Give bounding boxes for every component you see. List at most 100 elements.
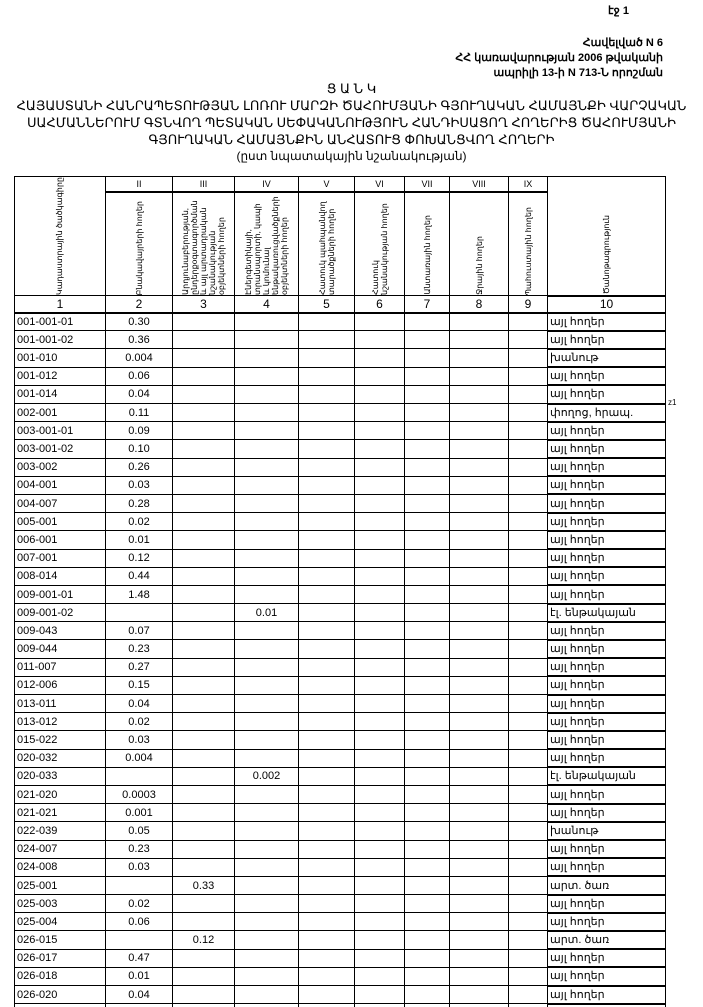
area-cell: 0.30 <box>105 312 173 332</box>
area-cell <box>172 966 235 987</box>
note-cell: այլ հողեր <box>547 912 666 932</box>
area-cell <box>172 748 235 768</box>
area-cell: 0.01 <box>234 603 299 623</box>
area-cell <box>105 766 173 786</box>
area-cell <box>508 439 548 459</box>
area-cell <box>449 657 509 677</box>
area-cell: 0.01 <box>105 966 173 987</box>
table-row: 015-022 0.03 այլ հողեր <box>14 730 666 751</box>
cadastral-code: 025-001 <box>14 875 106 896</box>
cadastral-code: 008-014 <box>14 566 106 586</box>
area-cell <box>354 766 405 786</box>
area-cell <box>354 639 405 659</box>
area-cell <box>298 366 355 386</box>
note-cell: այլ հողեր <box>547 675 666 696</box>
area-cell <box>508 421 548 441</box>
area-cell <box>172 584 235 605</box>
area-cell <box>172 312 235 332</box>
cadastral-code: 020-033 <box>14 766 106 786</box>
note-cell: այլ հողեր <box>547 366 666 387</box>
area-cell <box>404 748 450 768</box>
area-cell <box>449 421 509 441</box>
area-cell <box>172 457 235 477</box>
area-cell <box>354 712 405 732</box>
area-cell <box>449 948 509 968</box>
area-cell <box>172 948 235 968</box>
area-cell <box>234 403 299 423</box>
area-cell <box>449 566 509 586</box>
note-cell: էլ. ենթակայան <box>547 766 666 787</box>
area-cell <box>449 493 509 514</box>
area-cell <box>172 857 235 877</box>
table-row: 026-020 0.04 այլ հողեր <box>14 985 666 1005</box>
area-cell <box>449 330 509 350</box>
area-cell <box>354 603 405 623</box>
area-cell: 0.02 <box>105 712 173 732</box>
cadastral-code: 015-022 <box>14 730 106 750</box>
area-cell <box>298 748 355 768</box>
note-cell: այլ հողեր <box>547 712 666 732</box>
area-cell <box>404 439 450 459</box>
table-row: 025-003 0.02 այլ հողեր <box>14 894 666 914</box>
area-cell <box>508 930 548 950</box>
area-cell <box>354 421 405 441</box>
area-cell <box>354 784 405 805</box>
area-cell <box>508 857 548 877</box>
area-cell: 0.001 <box>105 803 173 823</box>
column-number: 4 <box>234 295 299 314</box>
area-cell <box>404 548 450 568</box>
area-cell: 0.12 <box>105 548 173 568</box>
table-row: 001-010 0.004 խանութ <box>14 348 666 369</box>
note-cell: այլ հողեր <box>547 784 666 805</box>
area-cell <box>172 766 235 786</box>
area-cell <box>354 530 405 550</box>
area-cell <box>298 730 355 750</box>
area-cell <box>449 748 509 768</box>
area-cell <box>508 548 548 568</box>
area-cell <box>404 730 450 750</box>
column-number: 2 <box>105 295 173 314</box>
header-text: Հատուկ նշանակության հողեր <box>370 203 389 296</box>
area-cell <box>508 784 548 805</box>
table-row: 009-043 0.07 այլ հողեր <box>14 621 666 641</box>
note-cell: այլ հողեր <box>547 530 666 551</box>
area-cell <box>404 421 450 441</box>
area-cell <box>354 966 405 987</box>
table-row: 020-033 0.002 էլ. ենթակայան <box>14 766 666 787</box>
area-cell <box>404 875 450 896</box>
area-cell <box>234 639 299 659</box>
area-cell <box>449 930 509 950</box>
area-cell <box>449 512 509 532</box>
area-cell <box>449 857 509 877</box>
area-cell <box>172 621 235 641</box>
note-cell: այլ հողեր <box>547 421 666 441</box>
area-cell: 0.04 <box>105 384 173 405</box>
area-cell <box>404 766 450 786</box>
area-cell: 0.06 <box>105 366 173 386</box>
area-cell: 0.15 <box>105 675 173 696</box>
area-cell <box>449 475 509 495</box>
note-cell: արտ. ծառ <box>547 875 666 896</box>
area-cell <box>298 548 355 568</box>
area-cell: 0.23 <box>105 839 173 859</box>
table-row: 012-006 0.15 այլ հողեր <box>14 675 666 696</box>
area-cell <box>508 348 548 368</box>
area-cell <box>449 839 509 859</box>
cadastral-code: 013-012 <box>14 712 106 732</box>
area-cell <box>404 384 450 405</box>
area-cell <box>508 766 548 786</box>
area-cell <box>298 348 355 368</box>
cadastral-code: 012-006 <box>14 675 106 696</box>
area-cell <box>105 875 173 896</box>
area-cell <box>508 366 548 386</box>
area-cell <box>234 421 299 441</box>
area-cell <box>404 475 450 495</box>
area-cell <box>172 475 235 495</box>
area-cell <box>298 603 355 623</box>
area-cell <box>354 312 405 332</box>
area-cell <box>449 894 509 914</box>
note-cell: այլ հողեր <box>547 857 666 878</box>
area-cell <box>354 948 405 968</box>
header-text: Ծանոթագրություն <box>601 215 611 295</box>
area-cell: 0.26 <box>105 457 173 477</box>
